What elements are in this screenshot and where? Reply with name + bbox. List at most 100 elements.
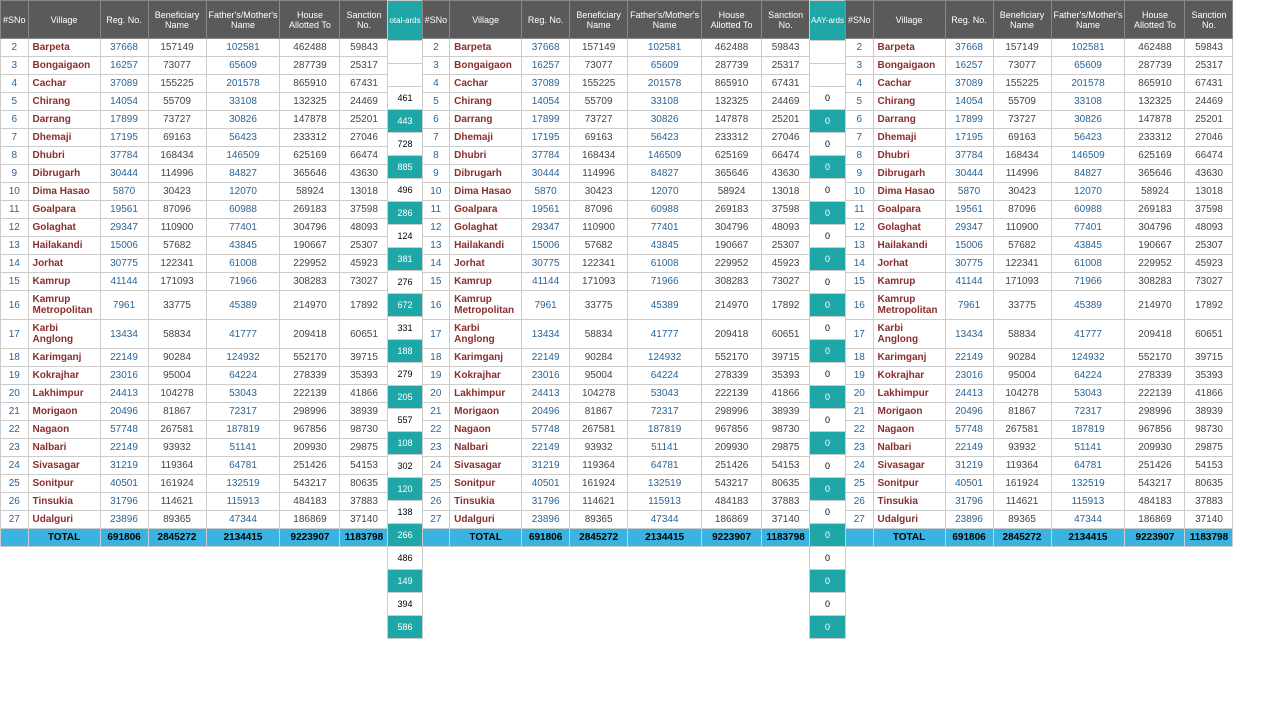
- cell-reg: 15006: [945, 237, 993, 255]
- cell-village[interactable]: Dibrugarh: [450, 165, 522, 183]
- cell-village[interactable]: Nalbari: [873, 439, 945, 457]
- cell-village[interactable]: KarbiAnglong: [28, 320, 100, 349]
- cell-village[interactable]: Dhubri: [28, 147, 100, 165]
- cell-ben: 110900: [570, 219, 628, 237]
- cell-sn: 27046: [1185, 129, 1233, 147]
- cell-village[interactable]: KamrupMetropolitan: [873, 291, 945, 320]
- cell-village[interactable]: Kokrajhar: [28, 367, 100, 385]
- cell-village[interactable]: Lakhimpur: [28, 385, 100, 403]
- cell-village[interactable]: Dhemaji: [873, 129, 945, 147]
- table-row: 20Lakhimpur244131042785304322213941866: [422, 385, 809, 403]
- cell-village[interactable]: Morigaon: [873, 403, 945, 421]
- cell-village[interactable]: Dhemaji: [450, 129, 522, 147]
- cell-village[interactable]: Jorhat: [450, 255, 522, 273]
- cell-village[interactable]: Tinsukia: [28, 493, 100, 511]
- cell-reg: 13434: [100, 320, 148, 349]
- cell-reg: 19561: [945, 201, 993, 219]
- cell-village[interactable]: Golaghat: [450, 219, 522, 237]
- cell-village[interactable]: Dhubri: [873, 147, 945, 165]
- cell-village[interactable]: Kokrajhar: [450, 367, 522, 385]
- cell-sn: 25307: [1185, 237, 1233, 255]
- table-row: 8Dhubri3778416843414650962516966474: [846, 147, 1233, 165]
- cell-village[interactable]: Bongaigaon: [450, 57, 522, 75]
- cell-village[interactable]: Kamrup: [873, 273, 945, 291]
- cell-village[interactable]: Sivasagar: [28, 457, 100, 475]
- cell-village[interactable]: Dima Hasao: [873, 183, 945, 201]
- cell-ben: 73077: [570, 57, 628, 75]
- cell-village[interactable]: Darrang: [873, 111, 945, 129]
- cell-sno: 15: [422, 273, 450, 291]
- cell-village[interactable]: Dhemaji: [28, 129, 100, 147]
- cell-village[interactable]: Kamrup: [450, 273, 522, 291]
- narrow-column: otal-ards4614437288854962861243812766723…: [387, 0, 422, 639]
- table-row: 16KamrupMetropolitan79613377545389214970…: [1, 291, 388, 320]
- cell-village[interactable]: Barpeta: [28, 39, 100, 57]
- cell-village[interactable]: Sivasagar: [873, 457, 945, 475]
- cell-village[interactable]: Bongaigaon: [873, 57, 945, 75]
- cell-ben: 93932: [148, 439, 206, 457]
- cell-village[interactable]: KarbiAnglong: [450, 320, 522, 349]
- cell-village[interactable]: Karimganj: [873, 349, 945, 367]
- cell-village[interactable]: Chirang: [873, 93, 945, 111]
- cell-village[interactable]: Golaghat: [28, 219, 100, 237]
- cell-village[interactable]: Udalguri: [450, 511, 522, 529]
- cell-village[interactable]: Goalpara: [450, 201, 522, 219]
- cell-village[interactable]: Udalguri: [28, 511, 100, 529]
- cell-village[interactable]: Kokrajhar: [873, 367, 945, 385]
- cell-village[interactable]: Sonitpur: [28, 475, 100, 493]
- cell-village[interactable]: Hailakandi: [450, 237, 522, 255]
- cell-village[interactable]: Barpeta: [450, 39, 522, 57]
- cell-village[interactable]: Morigaon: [450, 403, 522, 421]
- cell-village[interactable]: Tinsukia: [450, 493, 522, 511]
- cell-village[interactable]: Dibrugarh: [873, 165, 945, 183]
- cell-village[interactable]: KamrupMetropolitan: [28, 291, 100, 320]
- cell-village[interactable]: Nagaon: [450, 421, 522, 439]
- cell-village[interactable]: Golaghat: [873, 219, 945, 237]
- cell-village[interactable]: Sivasagar: [450, 457, 522, 475]
- cell-village[interactable]: Dhubri: [450, 147, 522, 165]
- cell-village[interactable]: Kamrup: [28, 273, 100, 291]
- cell-village[interactable]: Tinsukia: [873, 493, 945, 511]
- cell-village[interactable]: Cachar: [873, 75, 945, 93]
- cell-village[interactable]: Chirang: [28, 93, 100, 111]
- cell-village[interactable]: Goalpara: [873, 201, 945, 219]
- cell-village[interactable]: Chirang: [450, 93, 522, 111]
- cell-village[interactable]: Darrang: [28, 111, 100, 129]
- cell-village[interactable]: Hailakandi: [28, 237, 100, 255]
- cell-village[interactable]: Karimganj: [450, 349, 522, 367]
- cell-village[interactable]: Morigaon: [28, 403, 100, 421]
- table-row: 27Udalguri23896893654734418686937140: [422, 511, 809, 529]
- cell-village[interactable]: Nalbari: [28, 439, 100, 457]
- cell-village[interactable]: KarbiAnglong: [873, 320, 945, 349]
- cell-village[interactable]: Nagaon: [28, 421, 100, 439]
- narrow-cell: 0: [810, 593, 846, 616]
- cell-village[interactable]: Bongaigaon: [28, 57, 100, 75]
- cell-village[interactable]: Lakhimpur: [450, 385, 522, 403]
- cell-village[interactable]: Sonitpur: [450, 475, 522, 493]
- cell-village[interactable]: Jorhat: [873, 255, 945, 273]
- cell-village[interactable]: Dibrugarh: [28, 165, 100, 183]
- cell-fm: 60988: [1051, 201, 1125, 219]
- cell-village[interactable]: Lakhimpur: [873, 385, 945, 403]
- cell-village[interactable]: Jorhat: [28, 255, 100, 273]
- cell-village[interactable]: Barpeta: [873, 39, 945, 57]
- cell-village[interactable]: Cachar: [28, 75, 100, 93]
- cell-reg: 30444: [100, 165, 148, 183]
- cell-village[interactable]: Sonitpur: [873, 475, 945, 493]
- cell-village[interactable]: Karimganj: [28, 349, 100, 367]
- cell-village[interactable]: Cachar: [450, 75, 522, 93]
- cell-village[interactable]: Udalguri: [873, 511, 945, 529]
- cell-village[interactable]: Dima Hasao: [28, 183, 100, 201]
- cell-village[interactable]: Nalbari: [450, 439, 522, 457]
- cell-village[interactable]: Goalpara: [28, 201, 100, 219]
- cell-village[interactable]: KamrupMetropolitan: [450, 291, 522, 320]
- cell-village[interactable]: Nagaon: [873, 421, 945, 439]
- cell-village[interactable]: Dima Hasao: [450, 183, 522, 201]
- table-row: 8Dhubri3778416843414650962516966474: [1, 147, 388, 165]
- table-row: 3Bongaigaon16257730776560928773925317: [422, 57, 809, 75]
- cell-village[interactable]: Hailakandi: [873, 237, 945, 255]
- cell-village[interactable]: Darrang: [450, 111, 522, 129]
- cell-ha: 552170: [280, 349, 340, 367]
- cell-ha: 543217: [280, 475, 340, 493]
- cell-reg: 23016: [100, 367, 148, 385]
